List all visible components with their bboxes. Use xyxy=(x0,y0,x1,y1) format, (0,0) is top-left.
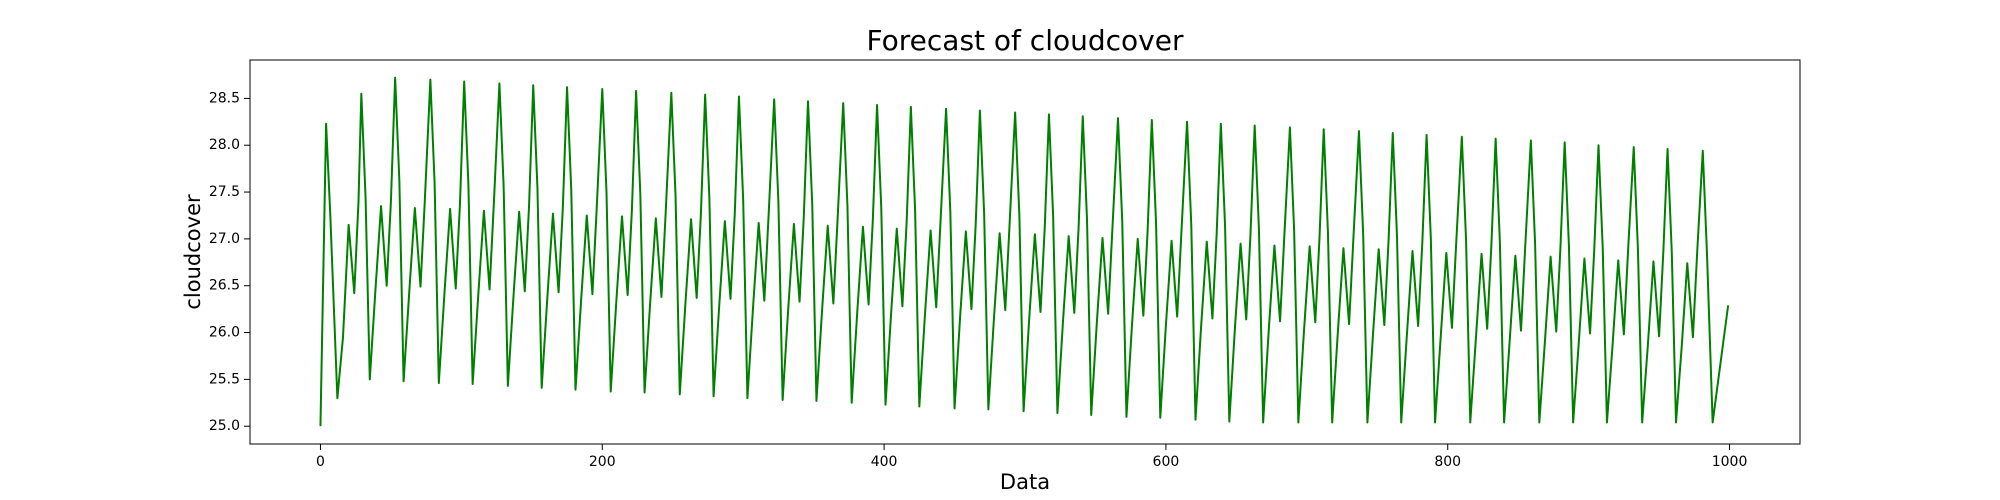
y-tick-label: 26.5 xyxy=(209,278,240,294)
data-line xyxy=(319,76,1730,427)
y-tick-label: 27.5 xyxy=(209,184,240,200)
x-tick-label: 0 xyxy=(316,454,325,470)
x-tick-label: 200 xyxy=(589,454,616,470)
y-tick-label: 25.5 xyxy=(209,371,240,387)
x-tick-label: 400 xyxy=(871,454,898,470)
y-tick-label: 28.0 xyxy=(209,137,240,153)
chart-title: Forecast of cloudcover xyxy=(867,24,1184,57)
plot-frame xyxy=(249,59,1801,445)
x-tick-label: 1000 xyxy=(1712,454,1748,470)
y-tick-label: 26.0 xyxy=(209,325,240,341)
x-tick-label: 800 xyxy=(1434,454,1461,470)
y-tick-label: 27.0 xyxy=(209,231,240,247)
y-tick-label: 28.5 xyxy=(209,90,240,106)
x-tick-label: 600 xyxy=(1153,454,1180,470)
y-axis-label: cloudcover xyxy=(181,194,205,310)
y-tick-label: 25.0 xyxy=(209,418,240,434)
x-axis-label: Data xyxy=(1000,470,1050,494)
